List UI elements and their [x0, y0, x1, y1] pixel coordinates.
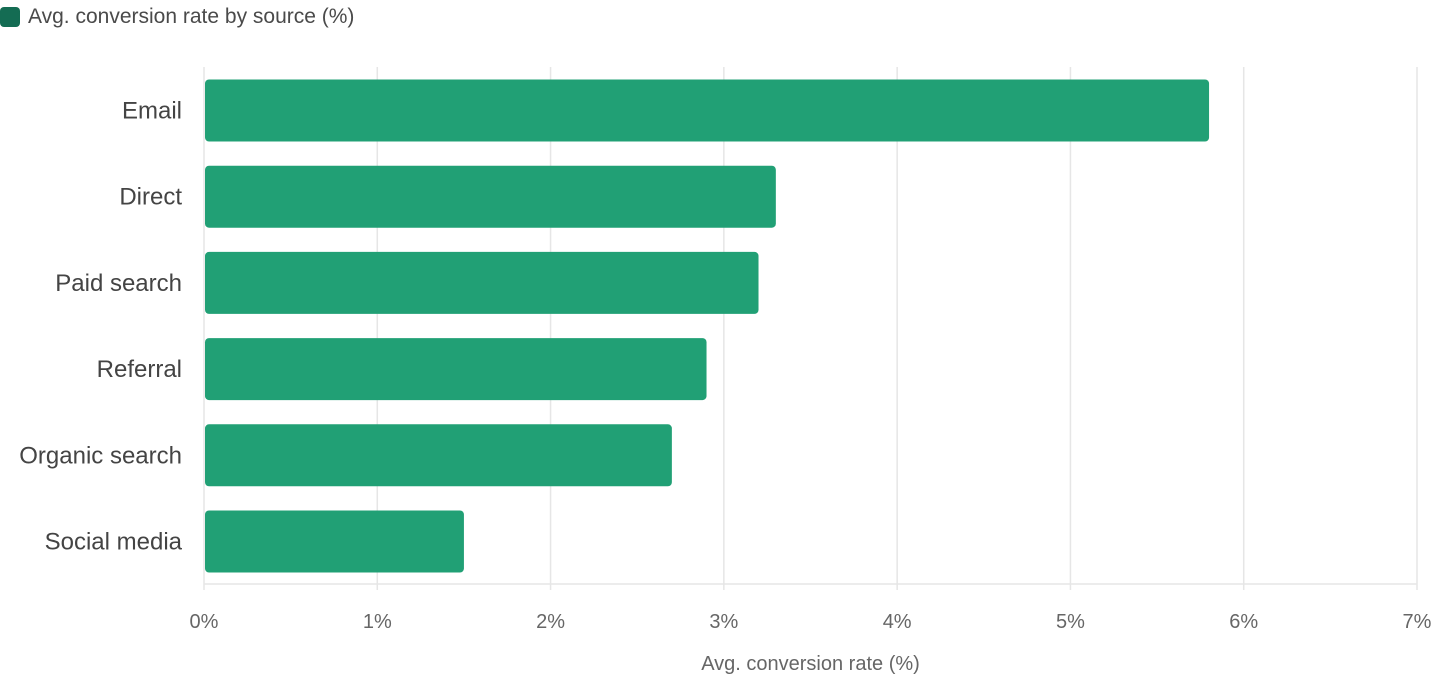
x-tick-label: 7%	[1403, 611, 1432, 633]
bar[interactable]	[205, 424, 672, 487]
bar[interactable]	[205, 338, 707, 401]
bars	[205, 79, 1210, 573]
category-label: Email	[122, 98, 182, 125]
x-tick-label: 5%	[1056, 611, 1085, 633]
legend-swatch	[0, 7, 20, 27]
bar[interactable]	[205, 510, 464, 573]
bar[interactable]	[205, 165, 776, 228]
x-tick-label: 1%	[363, 611, 392, 633]
bar[interactable]	[205, 79, 1210, 142]
x-tick-labels: 0% 1% 2% 3% 4% 5% 6% 7%	[190, 611, 1432, 633]
x-tick-label: 3%	[709, 611, 738, 633]
category-label: Organic search	[19, 442, 182, 469]
category-label: Direct	[119, 184, 182, 211]
x-axis-title: Avg. conversion rate (%)	[701, 653, 920, 675]
gridlines	[203, 67, 1418, 590]
chart-legend: Avg. conversion rate by source (%)	[0, 4, 354, 30]
bar[interactable]	[205, 251, 759, 314]
category-label: Paid search	[55, 270, 182, 297]
legend-label: Avg. conversion rate by source (%)	[28, 5, 355, 28]
x-tick-label: 0%	[190, 611, 219, 633]
category-label: Referral	[97, 356, 182, 383]
category-label: Social media	[45, 529, 183, 556]
x-tick-label: 2%	[536, 611, 565, 633]
category-labels: Email Direct Paid search Referral Organic se…	[19, 98, 182, 556]
x-tick-label: 6%	[1229, 611, 1258, 633]
x-tick-label: 4%	[883, 611, 912, 633]
